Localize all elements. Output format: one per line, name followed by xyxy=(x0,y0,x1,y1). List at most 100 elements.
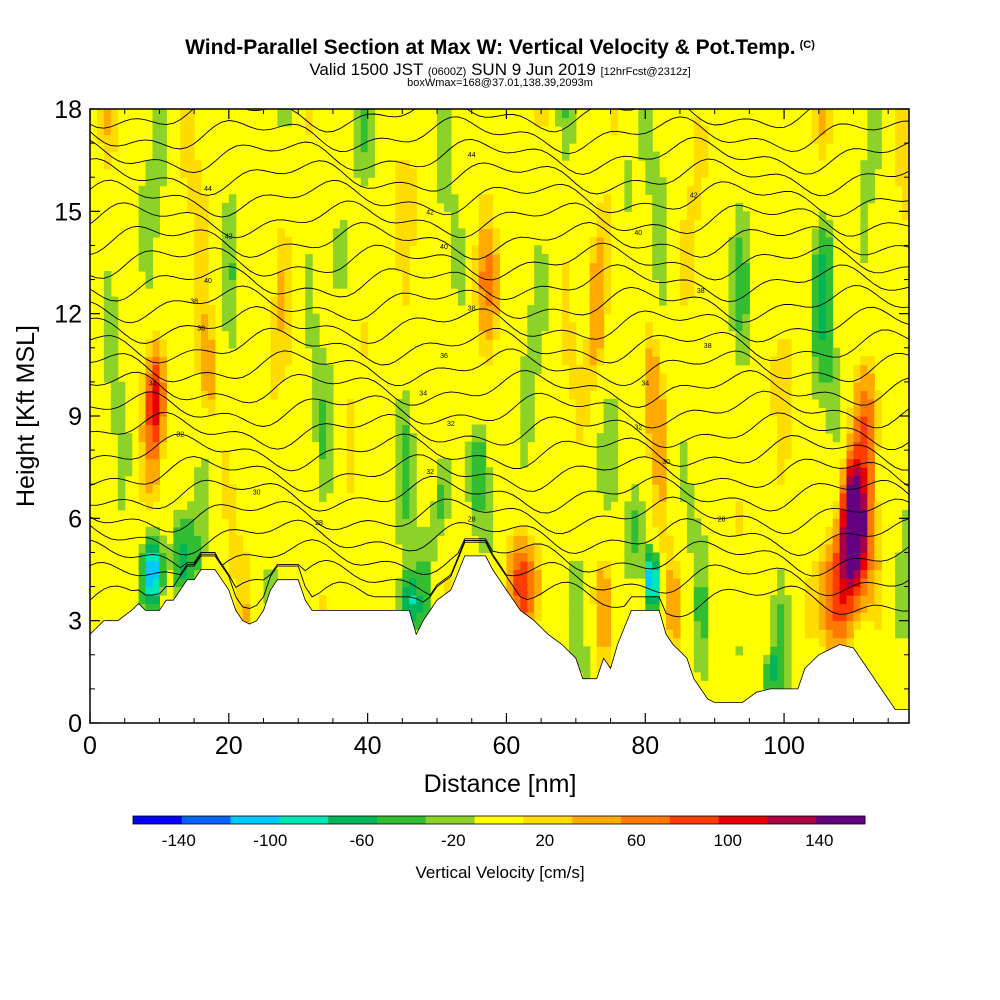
field-cell xyxy=(603,646,612,656)
field-cell xyxy=(270,296,278,306)
field-cell xyxy=(305,330,313,340)
field-cell xyxy=(811,245,820,255)
field-cell xyxy=(485,211,494,221)
field-cell xyxy=(860,236,868,246)
field-cell xyxy=(867,569,875,579)
field-cell xyxy=(860,407,868,417)
field-cell xyxy=(659,535,667,545)
field-cell xyxy=(853,364,861,374)
field-cell xyxy=(846,416,854,426)
field-cell xyxy=(416,535,424,545)
field-cell xyxy=(326,467,334,477)
y-tick-label: 18 xyxy=(54,96,82,124)
field-cell xyxy=(152,194,160,204)
field-cell xyxy=(603,654,612,664)
field-cell xyxy=(152,134,160,144)
field-cell xyxy=(138,433,147,443)
field-cell xyxy=(860,484,868,494)
field-cell xyxy=(228,254,237,264)
field-cell xyxy=(804,629,813,639)
field-cell xyxy=(659,492,667,502)
field-cell xyxy=(700,543,709,553)
field-cell xyxy=(603,228,612,238)
field-cell xyxy=(568,356,577,366)
field-cell xyxy=(575,569,584,579)
field-cell xyxy=(568,569,577,579)
field-cell xyxy=(138,254,147,264)
field-cell xyxy=(159,168,167,178)
field-cell xyxy=(666,561,674,571)
field-cell xyxy=(770,620,778,630)
field-cell xyxy=(603,245,612,255)
field-cell xyxy=(659,416,667,426)
x-tick-label: 60 xyxy=(493,732,521,760)
field-cell xyxy=(326,407,334,417)
field-cell xyxy=(853,586,861,596)
field-cell xyxy=(839,629,848,639)
field-cell xyxy=(596,620,605,630)
field-cell xyxy=(360,177,369,187)
field-cell xyxy=(596,211,605,221)
theta-contour-label: 36 xyxy=(440,353,448,360)
field-cell xyxy=(832,595,841,605)
field-cell xyxy=(457,296,466,306)
field-cell xyxy=(402,518,410,528)
field-cell xyxy=(784,381,792,391)
field-cell xyxy=(652,177,660,187)
field-cell xyxy=(874,126,882,136)
field-cell xyxy=(832,612,841,622)
field-cell xyxy=(902,595,909,605)
field-cell xyxy=(152,160,160,170)
field-cell xyxy=(527,330,535,340)
field-cell xyxy=(638,569,646,579)
field-cell xyxy=(742,356,750,366)
field-cell xyxy=(867,586,875,596)
field-cell xyxy=(402,535,410,545)
field-cell xyxy=(825,535,834,545)
field-cell xyxy=(284,262,292,272)
field-cell xyxy=(444,194,452,204)
field-cell xyxy=(353,126,362,136)
field-cell xyxy=(860,160,868,170)
field-cell xyxy=(464,475,473,485)
field-cell xyxy=(409,228,417,238)
field-cell xyxy=(173,518,181,528)
field-cell xyxy=(742,211,750,221)
field-cell xyxy=(575,433,584,443)
field-cell xyxy=(673,595,681,605)
field-cell xyxy=(395,467,403,477)
field-cell xyxy=(846,458,854,468)
field-cell xyxy=(562,151,570,161)
field-cell xyxy=(110,109,119,119)
field-cell xyxy=(492,330,501,340)
field-cell xyxy=(145,168,153,178)
field-cell xyxy=(562,262,570,272)
field-cell xyxy=(520,433,528,443)
field-cell xyxy=(478,194,487,204)
field-cell xyxy=(145,347,153,357)
field-cell xyxy=(777,680,785,690)
field-cell xyxy=(145,543,153,553)
field-cell xyxy=(839,458,848,468)
field-cell xyxy=(444,151,452,161)
field-cell xyxy=(839,509,848,519)
field-cell xyxy=(138,373,147,383)
field-cell xyxy=(152,561,160,571)
field-cell xyxy=(811,296,820,306)
theta-contour-label: 34 xyxy=(641,380,649,387)
field-cell xyxy=(277,305,285,315)
theta-contour-label: 40 xyxy=(204,278,212,285)
field-cell xyxy=(784,433,792,443)
field-cell xyxy=(110,373,119,383)
field-cell xyxy=(846,612,854,622)
subtitle-box: boxWmax=168@37.01,138.39,2093m xyxy=(407,77,593,89)
field-cell xyxy=(228,211,237,221)
field-cell xyxy=(478,347,487,357)
field-cell xyxy=(610,407,619,417)
field-cell xyxy=(103,305,112,315)
field-cell xyxy=(804,612,813,622)
theta-contour xyxy=(90,158,909,197)
field-cell xyxy=(145,219,153,229)
field-cell xyxy=(638,117,646,127)
field-cell xyxy=(777,586,785,596)
